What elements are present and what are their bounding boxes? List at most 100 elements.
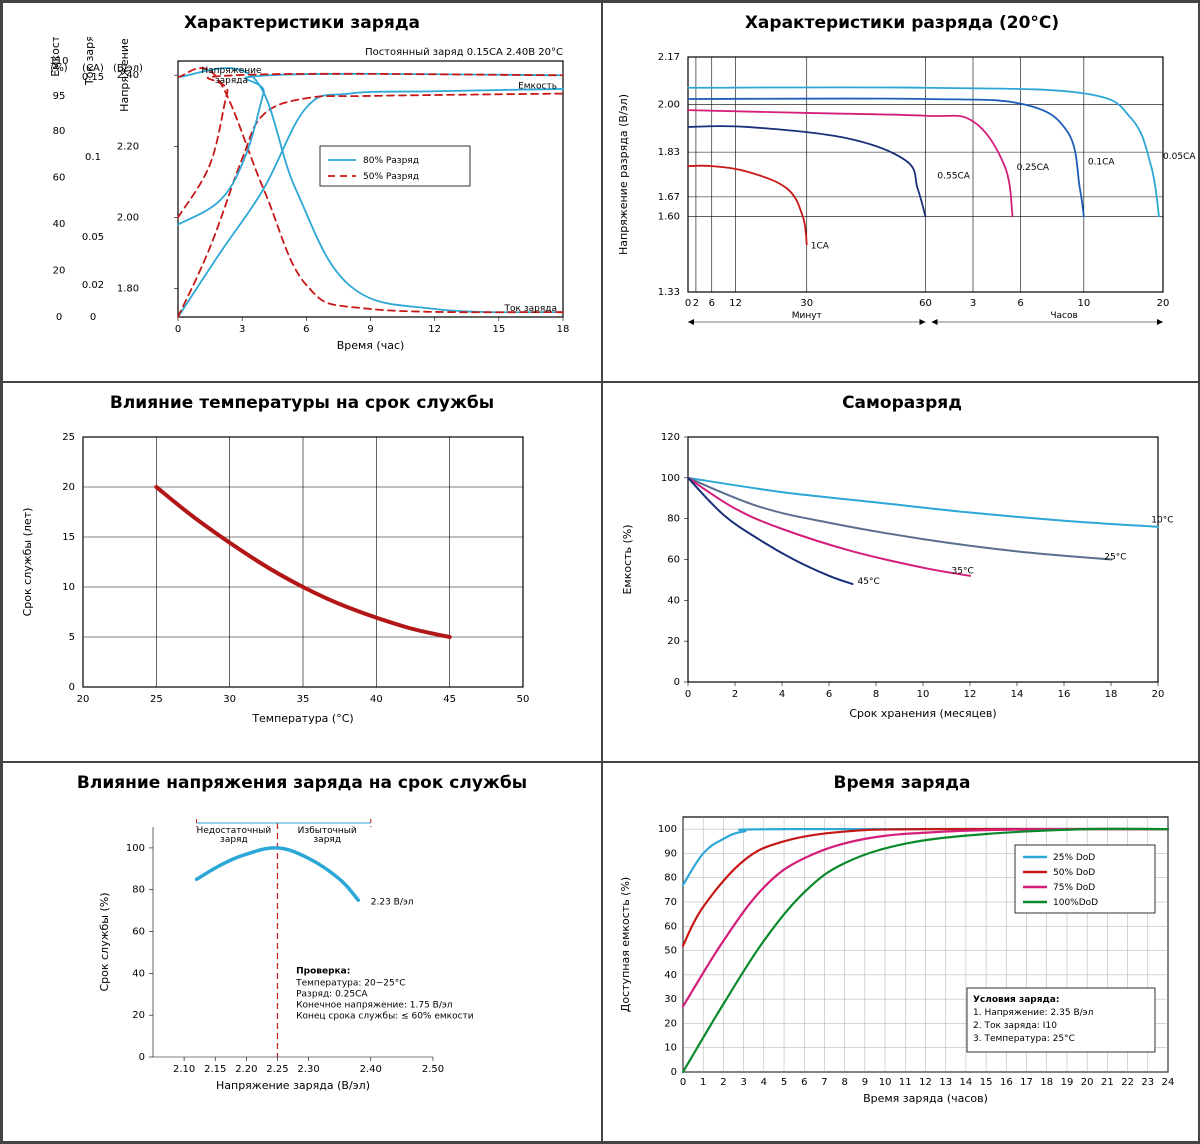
svg-text:10: 10 (664, 1043, 677, 1054)
svg-text:10: 10 (917, 689, 930, 700)
svg-text:2.40: 2.40 (117, 70, 139, 81)
svg-text:2.20: 2.20 (235, 1064, 257, 1075)
svg-text:80: 80 (667, 514, 680, 525)
svg-text:1.83: 1.83 (658, 147, 680, 158)
svg-text:20: 20 (664, 1018, 677, 1029)
svg-text:заряд: заряд (220, 835, 248, 845)
svg-text:50: 50 (664, 946, 677, 957)
svg-text:Доступная емкость (%): Доступная емкость (%) (619, 877, 632, 1012)
svg-text:12: 12 (729, 298, 742, 309)
svg-text:12: 12 (919, 1077, 932, 1088)
svg-text:35: 35 (297, 694, 310, 705)
svg-text:21: 21 (1101, 1077, 1114, 1088)
svg-text:15: 15 (492, 324, 505, 335)
svg-text:100%DoD: 100%DoD (1053, 898, 1098, 908)
svg-text:18: 18 (1105, 689, 1118, 700)
svg-text:3. Температура: 25°C: 3. Температура: 25°C (973, 1034, 1075, 1044)
svg-text:10°C: 10°C (1151, 516, 1173, 526)
svg-text:2.50: 2.50 (422, 1064, 444, 1075)
svg-text:0: 0 (671, 1067, 677, 1078)
svg-text:40: 40 (667, 595, 680, 606)
chart-title: Характеристики заряда (3, 3, 601, 37)
svg-text:16: 16 (1000, 1077, 1013, 1088)
chart-charge-time: Время заряда 012345678910111213141516171… (602, 762, 1200, 1142)
svg-text:5: 5 (781, 1077, 787, 1088)
chart-title: Саморазряд (603, 383, 1200, 417)
svg-text:100: 100 (126, 843, 145, 854)
svg-text:Разряд: 0.25CA: Разряд: 0.25CA (296, 989, 368, 999)
svg-text:1.33: 1.33 (658, 287, 680, 298)
svg-text:10: 10 (879, 1077, 892, 1088)
svg-text:2: 2 (732, 689, 738, 700)
svg-text:Температура: 20−25°C: Температура: 20−25°C (295, 978, 405, 988)
svg-text:25: 25 (150, 694, 163, 705)
svg-text:23: 23 (1141, 1077, 1154, 1088)
svg-text:Срок службы (%): Срок службы (%) (98, 892, 111, 991)
svg-text:15: 15 (62, 532, 75, 543)
svg-text:8: 8 (873, 689, 879, 700)
svg-text:Напряжение заряда (В/эл): Напряжение заряда (В/эл) (216, 1079, 370, 1092)
svg-text:14: 14 (960, 1077, 973, 1088)
svg-text:Условия заряда:: Условия заряда: (973, 995, 1059, 1005)
svg-text:2.00: 2.00 (117, 212, 139, 223)
svg-text:0.15: 0.15 (82, 72, 104, 83)
svg-text:6: 6 (801, 1077, 807, 1088)
svg-text:11: 11 (899, 1077, 912, 1088)
svg-text:4: 4 (779, 689, 785, 700)
svg-text:2.00: 2.00 (658, 100, 680, 111)
svg-text:Минут: Минут (792, 311, 822, 321)
svg-text:14: 14 (1011, 689, 1024, 700)
chart-voltage-life: Влияние напряжения заряда на срок службы… (2, 762, 602, 1142)
svg-text:10: 10 (62, 582, 75, 593)
svg-text:60: 60 (664, 921, 677, 932)
svg-text:Напряжение: Напряжение (201, 66, 262, 76)
svg-text:15: 15 (980, 1077, 993, 1088)
svg-text:35°C: 35°C (952, 567, 974, 577)
svg-text:заряда: заряда (215, 76, 248, 86)
chart-grid: Характеристики заряда ЕмкостьТок зарядаН… (0, 0, 1200, 1144)
svg-text:2.30: 2.30 (297, 1064, 319, 1075)
svg-text:50% DoD: 50% DoD (1053, 868, 1095, 878)
svg-text:17: 17 (1020, 1077, 1033, 1088)
svg-text:60: 60 (53, 172, 66, 183)
svg-text:1.80: 1.80 (117, 284, 139, 295)
svg-text:80: 80 (53, 126, 66, 137)
svg-text:1CA: 1CA (811, 241, 830, 251)
svg-text:70: 70 (664, 897, 677, 908)
svg-text:0: 0 (56, 312, 62, 323)
svg-text:Конечное напряжение: 1.75 В/эл: Конечное напряжение: 1.75 В/эл (296, 1000, 452, 1010)
svg-text:6: 6 (709, 298, 715, 309)
svg-text:50% Разряд: 50% Разряд (363, 172, 419, 182)
svg-text:95: 95 (53, 91, 66, 102)
svg-text:25% DoD: 25% DoD (1053, 853, 1095, 863)
svg-text:Проверка:: Проверка: (296, 966, 350, 976)
svg-text:20: 20 (667, 636, 680, 647)
svg-text:6: 6 (826, 689, 832, 700)
svg-text:60: 60 (132, 927, 145, 938)
svg-text:0.02: 0.02 (82, 280, 104, 291)
svg-text:110: 110 (49, 56, 68, 67)
svg-text:40: 40 (132, 968, 145, 979)
svg-text:19: 19 (1061, 1077, 1074, 1088)
svg-text:25°C: 25°C (1104, 552, 1126, 562)
svg-text:22: 22 (1121, 1077, 1134, 1088)
chart-title: Влияние температуры на срок службы (3, 383, 601, 417)
svg-text:0: 0 (680, 1077, 686, 1088)
svg-text:9: 9 (862, 1077, 868, 1088)
svg-text:0: 0 (175, 324, 181, 335)
svg-text:5: 5 (69, 632, 75, 643)
svg-text:2: 2 (693, 298, 699, 309)
svg-text:100: 100 (658, 824, 677, 835)
svg-text:120: 120 (661, 432, 680, 443)
svg-text:Срок хранения (месяцев): Срок хранения (месяцев) (849, 707, 996, 720)
svg-text:13: 13 (939, 1077, 952, 1088)
svg-text:60: 60 (919, 298, 932, 309)
svg-text:Часов: Часов (1050, 311, 1077, 321)
svg-text:0: 0 (69, 682, 75, 693)
svg-text:Емкость: Емкость (518, 81, 557, 91)
svg-text:9: 9 (367, 324, 373, 335)
svg-text:20: 20 (1152, 689, 1165, 700)
svg-text:18: 18 (1040, 1077, 1053, 1088)
svg-text:20: 20 (1081, 1077, 1094, 1088)
svg-text:0.1CA: 0.1CA (1088, 158, 1116, 168)
